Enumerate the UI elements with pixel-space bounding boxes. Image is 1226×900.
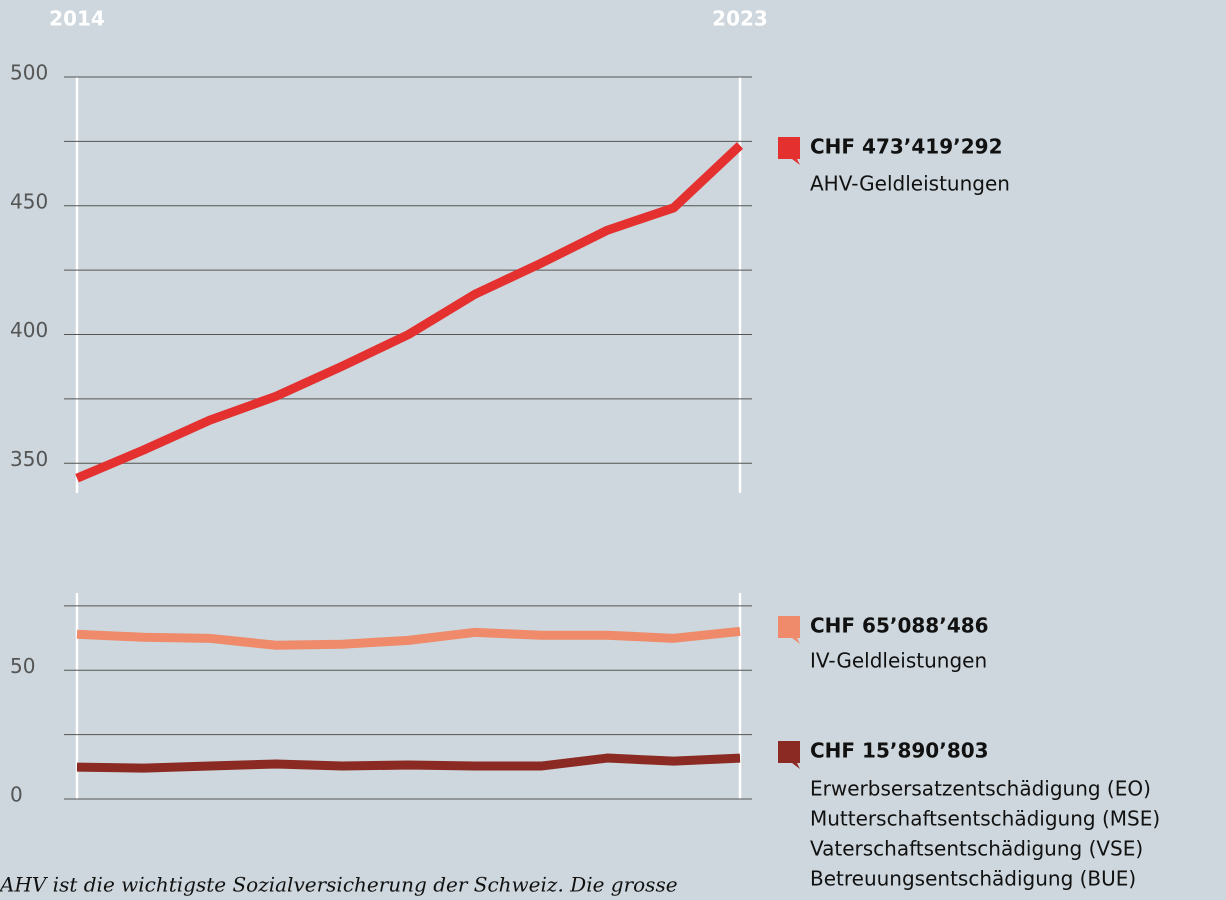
line-series — [76, 626, 741, 650]
y-tick-label: 450 — [10, 189, 48, 213]
legend-label: IV-Geldleistungen — [810, 649, 987, 673]
y-tick-label: 350 — [10, 447, 48, 471]
caption: AHV ist die wichtigste Sozialversicherun… — [0, 873, 678, 897]
legend-label: AHV-Geldleistungen — [810, 172, 1010, 196]
legend-label: Mutterschaftsentschädigung (MSE) — [810, 807, 1160, 831]
line-series — [76, 753, 741, 773]
value-label: CHF 15’890’803 — [810, 739, 989, 763]
x-tick-label: 2014 — [49, 7, 105, 31]
legend-label: Betreuungsentschädigung (BUE) — [810, 867, 1136, 891]
x-tick-label: 2023 — [712, 7, 768, 31]
legend-marker — [778, 137, 800, 165]
value-label: CHF 65’088’486 — [810, 614, 989, 638]
y-tick-label: 0 — [10, 783, 23, 807]
value-label: CHF 473’419’292 — [810, 135, 1002, 159]
line-series — [75, 142, 744, 483]
legend-label: Erwerbsersatzentschädigung (EO) — [810, 777, 1151, 801]
legend-marker — [778, 616, 800, 644]
legend-label: Vaterschaftsentschädigung (VSE) — [810, 837, 1143, 861]
y-tick-label: 50 — [10, 654, 35, 678]
y-tick-label: 400 — [10, 318, 48, 342]
y-tick-label: 500 — [10, 61, 48, 85]
legend-marker — [778, 741, 800, 769]
